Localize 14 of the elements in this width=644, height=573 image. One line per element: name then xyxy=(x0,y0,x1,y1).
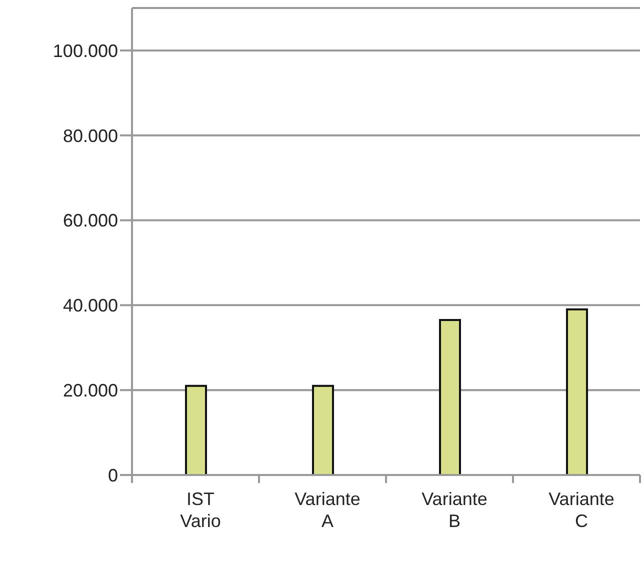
bar xyxy=(566,308,588,475)
x-tick-label: Variante A xyxy=(294,489,360,531)
y-tick-label: 60.000 xyxy=(62,210,118,231)
x-tick-label: IST Vario xyxy=(180,489,221,531)
x-tick-label: Variante C xyxy=(548,489,614,531)
y-tick-label: 20.000 xyxy=(62,380,118,400)
bar xyxy=(185,384,207,475)
bar xyxy=(312,384,334,475)
y-tick-label: 40.000 xyxy=(62,296,118,316)
y-tick-label: 100.000 xyxy=(52,40,118,61)
bar xyxy=(439,319,461,475)
x-tick-label: Variante B xyxy=(422,489,488,531)
y-tick-label: 0 xyxy=(108,465,118,486)
y-tick-label: 80.000 xyxy=(62,126,118,146)
